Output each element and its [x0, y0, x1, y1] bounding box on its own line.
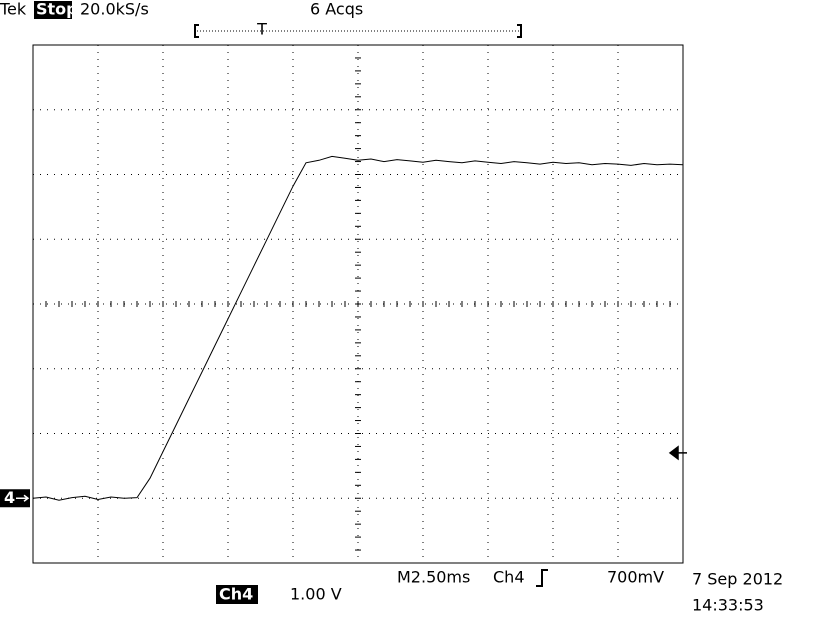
trigger-slope: [536, 569, 548, 587]
trace: [32, 155, 684, 501]
time: 14:33:53: [692, 596, 764, 615]
state: Stop:: [36, 0, 84, 19]
ground-arrow: [16, 494, 30, 502]
channel-badge: [216, 585, 258, 604]
brand: Tek: [0, 0, 27, 19]
trigger-value: 700mV: [607, 568, 664, 587]
acquisitions: 6 Acqs: [310, 0, 363, 19]
volts-per-div: 1.00 V: [290, 585, 342, 604]
plot: [32, 44, 684, 564]
trigger-level-arrow: [668, 445, 687, 461]
timebase: M2.50ms: [397, 568, 470, 587]
date: 7 Sep 2012: [692, 570, 783, 589]
state-badge: [34, 1, 72, 19]
channel-marker: 4: [4, 488, 15, 507]
trigger-position: T: [256, 20, 267, 39]
channel-marker-badge: [0, 489, 30, 508]
channel: Ch4: [219, 585, 253, 604]
record-ruler: [194, 24, 522, 38]
trigger-channel: Ch4: [493, 568, 525, 587]
sample-rate: 20.0kS/s: [80, 0, 149, 19]
